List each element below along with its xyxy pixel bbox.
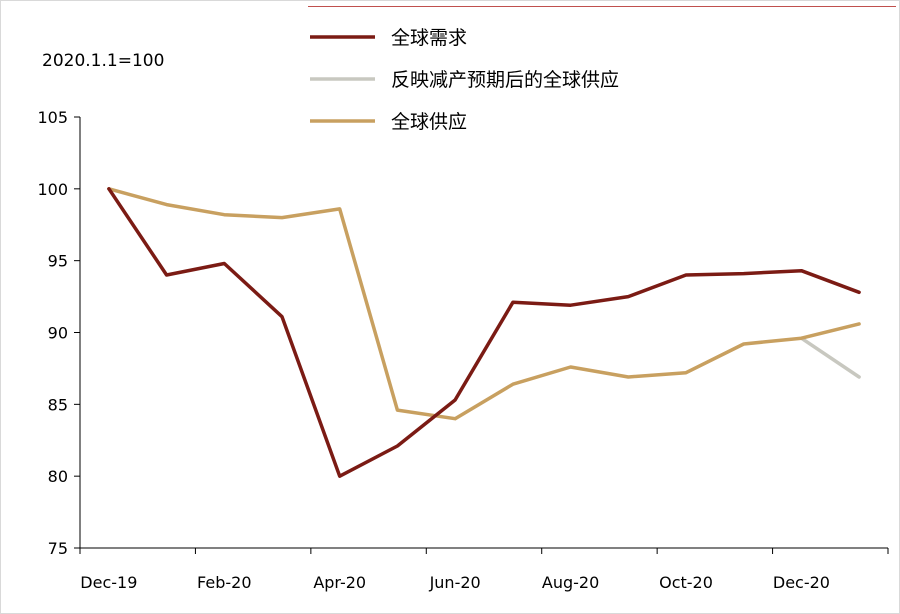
x-tick-label: Oct-20 (659, 573, 713, 592)
y-tick-label: 75 (48, 539, 68, 558)
series-line-1 (107, 187, 861, 478)
x-tick-label: Aug-20 (542, 573, 599, 592)
legend-label-1: 全球需求 (391, 27, 467, 49)
y-tick-label: 80 (48, 467, 68, 486)
x-tick-label: Apr-20 (313, 573, 366, 592)
legend-label-2: 反映减产预期后的全球供应 (391, 69, 619, 91)
y-tick-label: 105 (37, 108, 68, 127)
top-rule (308, 6, 896, 7)
x-tick-label: Dec-20 (773, 573, 830, 592)
legend-label-3: 全球供应 (391, 111, 467, 133)
y-tick-label: 100 (37, 180, 68, 199)
y-tick-label: 90 (48, 324, 68, 343)
x-tick-label: Feb-20 (197, 573, 251, 592)
series-line-2 (799, 336, 861, 379)
series-lines (107, 187, 861, 478)
y-tick-label: 95 (48, 252, 68, 271)
axes (79, 117, 888, 549)
y-tick-label: 85 (48, 395, 68, 414)
y-ticks: 75 80 85 90 95 100 105 (37, 108, 80, 558)
series-line-3 (107, 187, 861, 421)
x-ticks: Dec-19 Feb-20 Apr-20 Jun-20 Aug-20 Oct-20 Dec-… (79, 548, 889, 592)
x-tick-label: Dec-19 (80, 573, 137, 592)
x-tick-label: Jun-20 (429, 573, 481, 592)
base-note: 2020.1.1=100 (42, 51, 164, 71)
